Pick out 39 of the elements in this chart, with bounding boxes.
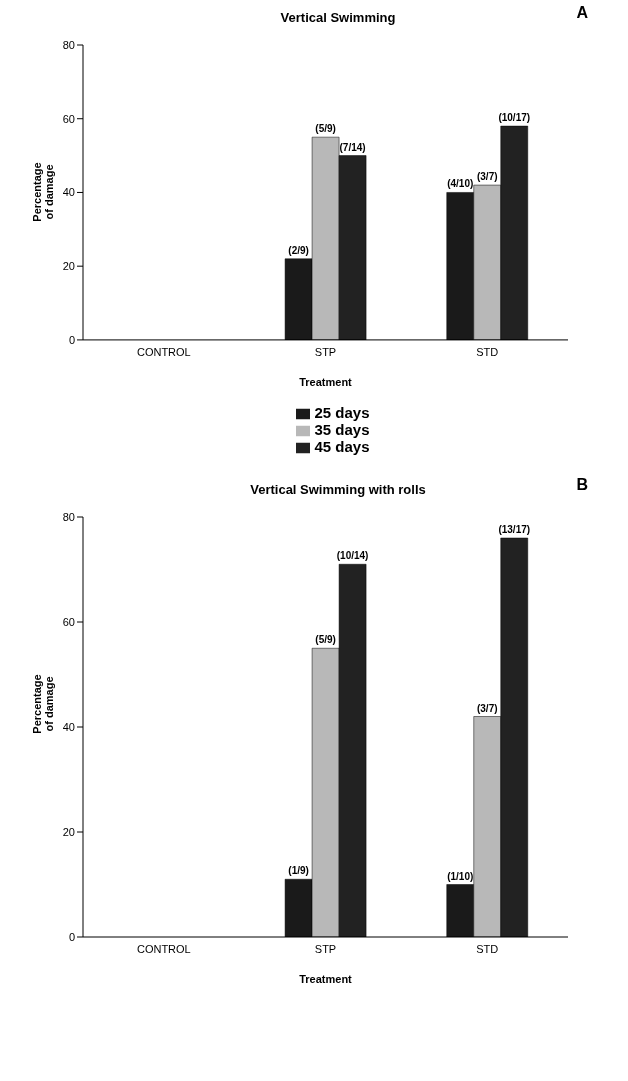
x-tick-label: STP bbox=[314, 345, 337, 358]
text: B bbox=[576, 476, 588, 494]
legend-label: 25 days bbox=[314, 403, 370, 421]
x-tick-label: CONTROL bbox=[136, 345, 191, 358]
x-tick-label: STP bbox=[314, 942, 337, 955]
y-tick-label: 60 bbox=[62, 112, 75, 125]
y-tick-label: 40 bbox=[62, 720, 75, 733]
y-axis-title: Percentage of damage bbox=[31, 161, 55, 224]
x-axis-title: Treatment bbox=[299, 973, 353, 985]
data-label: (5/9) bbox=[315, 123, 336, 135]
y-tick-label: 20 bbox=[62, 825, 75, 838]
y-axis-title: Percentage of damage bbox=[31, 673, 55, 736]
data-label: (7/14) bbox=[339, 141, 366, 153]
data-label: (10/14) bbox=[336, 550, 369, 562]
text: A bbox=[576, 4, 588, 22]
y-tick-label: 20 bbox=[62, 260, 75, 273]
data-label: (5/9) bbox=[315, 634, 336, 646]
data-label: (3/7) bbox=[476, 171, 498, 183]
data-label: (10/17) bbox=[498, 112, 531, 124]
legend-label: 45 days bbox=[314, 437, 370, 455]
chart-title: Vertical Swimming bbox=[280, 10, 396, 25]
data-label: (3/7) bbox=[476, 702, 498, 714]
y-tick-label: 0 bbox=[68, 333, 75, 346]
y-tick-label: 80 bbox=[62, 38, 75, 51]
data-label: (1/9) bbox=[288, 865, 309, 877]
data-label: (2/9) bbox=[288, 244, 309, 256]
data-label: (1/10) bbox=[447, 870, 474, 882]
y-tick-label: 60 bbox=[62, 615, 75, 628]
x-tick-label: STD bbox=[476, 942, 499, 955]
y-tick-label: 0 bbox=[68, 930, 75, 943]
data-label: (4/10) bbox=[447, 178, 474, 190]
x-tick-label: CONTROL bbox=[136, 942, 191, 955]
y-tick-label: 80 bbox=[62, 510, 75, 523]
chart-title: Vertical Swimming with rolls bbox=[250, 482, 426, 497]
data-label: (13/17) bbox=[498, 524, 531, 535]
y-tick-label: 40 bbox=[62, 186, 75, 199]
x-tick-label: STD bbox=[476, 345, 499, 358]
legend-label: 35 days bbox=[314, 420, 370, 438]
x-axis-title: Treatment bbox=[299, 375, 353, 388]
